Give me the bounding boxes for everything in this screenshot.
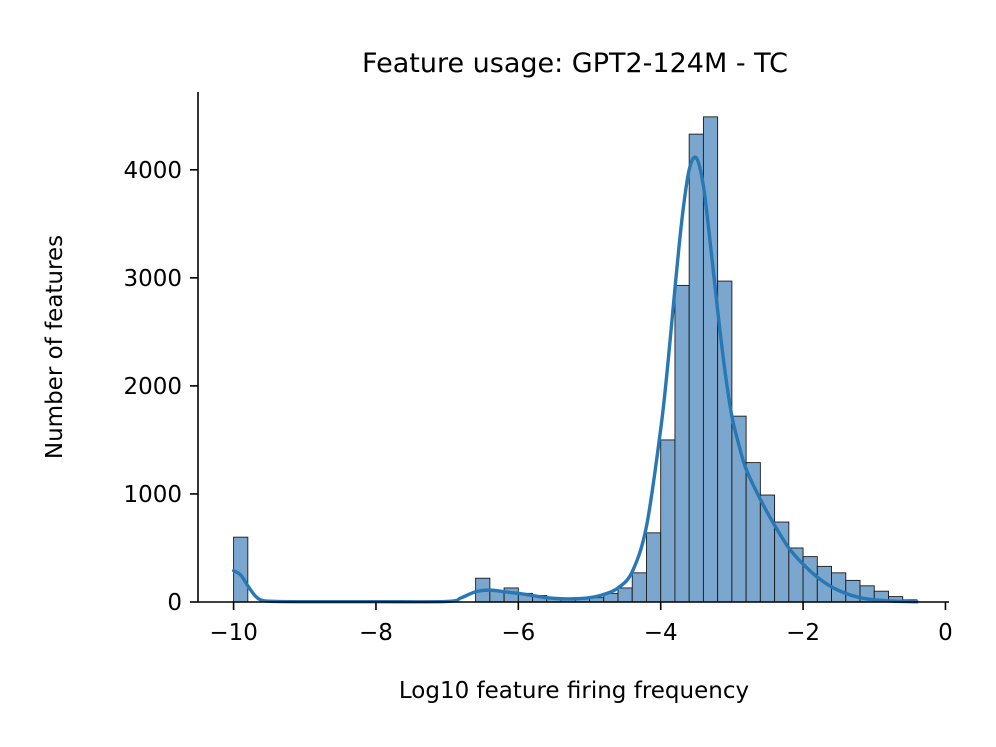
y-tick-label: 2000 (123, 374, 182, 400)
histogram-bar (631, 572, 647, 603)
y-tick-label: 1000 (123, 482, 182, 508)
histogram-bar (617, 587, 633, 603)
x-tick-label: −2 (786, 620, 820, 646)
chart-title: Feature usage: GPT2-124M - TC (362, 48, 788, 79)
x-tick-label: −8 (359, 620, 393, 646)
histogram-bar (233, 536, 249, 603)
x-tick-label: −6 (501, 620, 535, 646)
y-tick-label: 3000 (123, 266, 182, 292)
histogram-bar (503, 587, 519, 603)
y-axis-ticks: 0 1000 2000 3000 4000 (123, 158, 198, 616)
x-tick-label: −4 (644, 620, 678, 646)
histogram-bar (646, 532, 662, 603)
histogram-bar (674, 284, 690, 603)
y-axis-label: Number of features (42, 235, 68, 459)
x-axis-label: Log10 feature firing frequency (399, 678, 749, 704)
y-tick-label: 0 (167, 590, 182, 616)
histogram-bar (688, 133, 704, 603)
histogram-bar (660, 439, 676, 603)
kde-curve (231, 155, 919, 604)
x-tick-label: 0 (938, 620, 953, 646)
x-axis-ticks: −10 −8 −6 −4 −2 0 (209, 602, 953, 646)
y-tick-label: 4000 (123, 158, 182, 184)
x-tick-label: −10 (209, 620, 258, 646)
histogram-bar (802, 556, 818, 603)
histogram-bars (233, 116, 918, 603)
